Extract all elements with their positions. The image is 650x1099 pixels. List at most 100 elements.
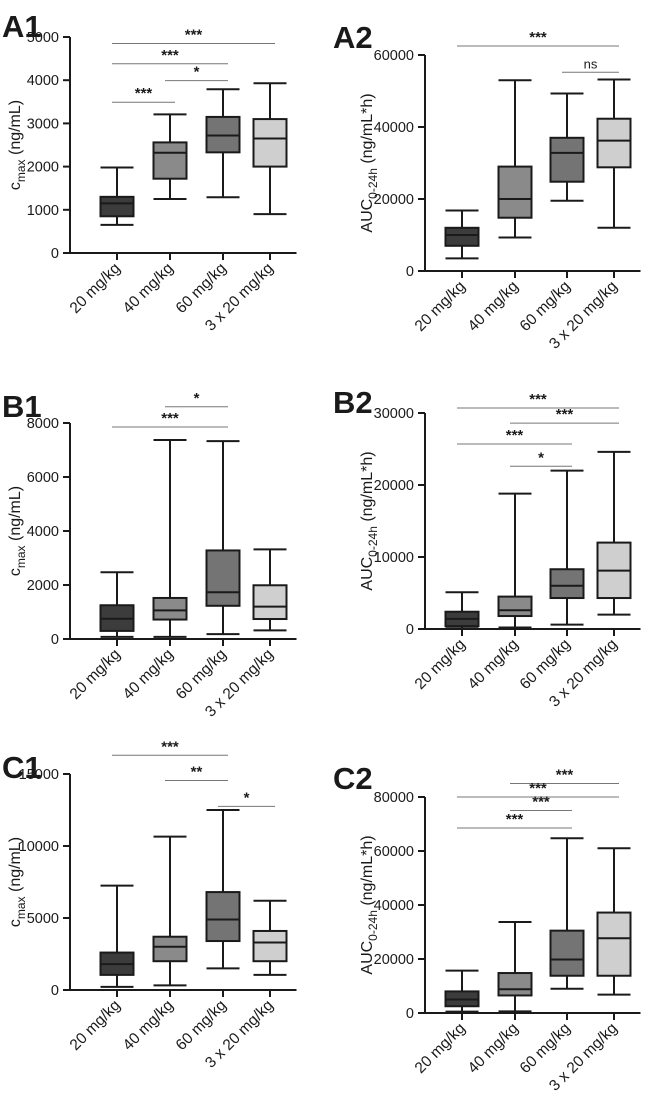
iqr-box [549,136,585,183]
iqr-box [596,911,632,977]
box-3 [549,469,585,626]
significance-label: * [194,390,200,407]
category-label: 20 mg/kg [67,260,124,317]
significance-label: ** [191,763,203,780]
iqr-box [549,929,585,977]
y-axis-label-subscript: max [14,545,28,568]
box-3 [205,809,241,970]
y-tick-label: 0 [406,1006,414,1022]
iqr-box [252,584,288,621]
iqr-box [497,595,533,618]
significance-label: ns [584,56,598,71]
y-tick-label: 30000 [374,406,414,422]
significance-bracket: *** [510,406,619,424]
category-label: 40 mg/kg [465,1020,522,1077]
box-1 [99,166,135,226]
iqr-box [497,165,533,219]
significance-bracket: *** [457,811,572,829]
significance-label: *** [529,780,547,797]
box-1 [99,884,135,988]
y-tick-label: 2000 [27,578,59,594]
significance-bracket: *** [112,85,175,103]
significance-bracket: * [165,390,228,408]
y-tick-label: 40000 [374,120,414,136]
box-3 [205,88,241,199]
y-axis-label-unit: (ng/mL*h) [359,835,376,910]
panel-label: A1 [2,9,42,44]
significance-label: *** [185,26,203,43]
y-axis-label-main: c [7,568,24,576]
y-tick-label: 0 [406,264,414,280]
y-tick-label: 80000 [374,790,414,806]
y-tick-label: 10000 [19,839,59,855]
y-tick-label: 1000 [27,203,59,219]
y-axis-label-subscript: 0-24h [366,168,380,199]
box-2 [497,921,533,1013]
y-axis-label-main: AUC [359,941,376,975]
panel-label: B1 [2,389,42,424]
significance-bracket: *** [457,427,572,445]
significance-label: * [194,64,200,81]
significance-bracket: *** [457,29,619,47]
significance-label: * [538,449,544,466]
y-tick-label: 0 [406,622,414,638]
iqr-box [152,935,188,963]
box-2 [152,835,188,987]
category-label: 20 mg/kg [67,646,124,703]
significance-bracket: *** [510,767,619,784]
box-4 [252,82,288,216]
iqr-box [549,568,585,600]
significance-bracket: *** [112,47,228,65]
box-2 [152,113,188,200]
category-label: 40 mg/kg [120,997,177,1054]
y-tick-label: 15000 [19,767,59,783]
y-axis-label-main: c [7,182,24,190]
panel-a1: A1 0 1000 2000 3000 4000 5000 cmax (ng/mL) 20 mg… [2,9,297,335]
y-tick-label: 5000 [27,911,59,927]
significance-bracket: ** [165,763,228,781]
box-3 [549,92,585,202]
panel-label: C2 [333,761,373,796]
significance-bracket: * [510,449,572,467]
iqr-box [497,972,533,997]
y-axis-label-unit: (ng/mL) [7,486,24,546]
category-label: 40 mg/kg [120,260,177,317]
iqr-box [252,118,288,168]
y-axis-label: AUC0-24h (ng/mL*h) [359,451,380,590]
panel-label: B2 [333,385,373,420]
y-tick-label: 3000 [27,116,59,132]
category-label: 20 mg/kg [412,1020,469,1077]
significance-bracket: *** [112,26,275,44]
y-axis-label-unit: (ng/mL) [7,837,24,897]
y-tick-label: 6000 [27,470,59,486]
y-axis-label-unit: (ng/mL*h) [359,451,376,526]
box-4 [596,78,632,229]
box-4 [252,899,288,976]
iqr-box [596,117,632,169]
y-tick-label: 0 [51,983,59,999]
panel-b1: B1 0 2000 4000 6000 8000 cmax (ng/mL) 20 mg/kg4… [2,389,297,721]
panel-a2: A2 0 20000 40000 60000 AUC0-24h (ng/mL*h) 20 m… [333,20,641,353]
y-axis-label-main: AUC [359,557,376,591]
significance-bracket: *** [112,410,228,428]
y-tick-label: 4000 [27,524,59,540]
y-axis-label: AUC0-24h (ng/mL*h) [359,835,380,974]
y-tick-label: 20000 [374,952,414,968]
box-4 [596,450,632,616]
y-axis-label: cmax (ng/mL) [7,100,28,190]
y-tick-label: 60000 [374,48,414,64]
category-label: 20 mg/kg [412,278,469,335]
significance-bracket: *** [510,794,572,811]
panel-c1: C1 0 5000 10000 15000 cmax (ng/mL) 20 mg/kg40 … [2,738,297,1072]
category-label: 40 mg/kg [465,278,522,335]
y-axis-label: AUC0-24h (ng/mL*h) [359,93,380,232]
panel-c2: C2 0 20000 40000 60000 80000 AUC0-24h (ng/mL*h… [333,761,641,1095]
y-axis-label-subscript: max [14,159,28,182]
y-tick-label: 5000 [27,30,59,46]
category-label: 40 mg/kg [465,636,522,693]
iqr-box [99,195,135,218]
significance-label: * [244,789,250,806]
y-tick-label: 0 [51,632,59,648]
y-axis-label-subscript: 0-24h [366,526,380,557]
